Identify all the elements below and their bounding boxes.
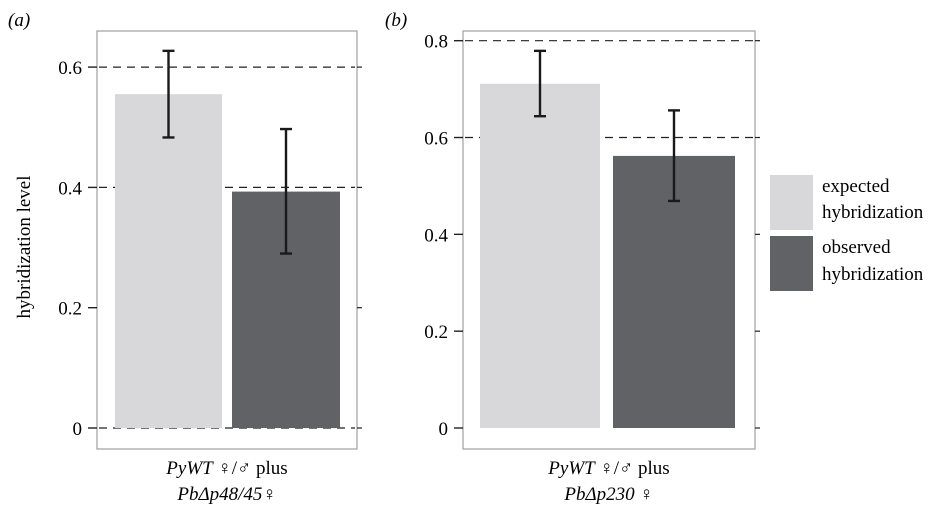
panel-b-xlabel-line2: PbΔp230 ♀ bbox=[563, 484, 653, 505]
panel-a-ytick-label-0: 0 bbox=[73, 419, 83, 440]
panel-b-errorbar-observed bbox=[668, 109, 680, 203]
panel-b-xlabel-line1: PyWT ♀/♂ plus bbox=[547, 458, 669, 479]
panel-b-ytick-label-2: 0.4 bbox=[424, 225, 448, 246]
panel-b: (b) 0 0.2 0.4 0.6 0.8 PyWT ♀/♂ plus PbΔp230 … bbox=[385, 10, 760, 505]
panel-b-ytick-label-4: 0.8 bbox=[424, 32, 448, 53]
panel-b-errorbar-expected bbox=[534, 49, 546, 118]
panel-a-xlabel-line2: PbΔp48/45♀ bbox=[176, 484, 276, 505]
panel-a: (a) hybridization level 0 0.2 0.4 0.6 PyWT … bbox=[8, 10, 362, 505]
panel-a-plot-frame bbox=[96, 30, 358, 450]
panel-a-ytick-label-3: 0.6 bbox=[58, 58, 82, 79]
panel-a-xlabel-line1: PyWT ♀/♂ plus bbox=[165, 458, 287, 479]
panel-b-bar-expected bbox=[480, 83, 600, 429]
panel-a-errorbar-expected bbox=[162, 49, 175, 139]
panel-b-plot-frame bbox=[462, 30, 756, 450]
panel-a-ylabel: hybridization level bbox=[14, 176, 35, 319]
panel-a-ytick-label-1: 0.2 bbox=[58, 299, 82, 320]
panel-a-errorbar-observed bbox=[280, 127, 292, 255]
panel-a-label: (a) bbox=[8, 10, 30, 31]
panel-b-ytick-label-3: 0.6 bbox=[424, 129, 448, 150]
legend-label-observed-line1: observed bbox=[822, 237, 891, 258]
legend-label-expected-line1: expected bbox=[822, 176, 890, 197]
legend-label-observed-line2: hybridization bbox=[822, 264, 924, 285]
panel-b-ytick-label-0: 0 bbox=[439, 419, 449, 440]
panel-b-ytick-label-1: 0.2 bbox=[424, 322, 448, 343]
legend-label-expected-line2: hybridization bbox=[822, 202, 924, 223]
panel-a-ytick-label-2: 0.4 bbox=[58, 178, 82, 199]
panel-b-label: (b) bbox=[385, 10, 407, 31]
legend-swatch-observed bbox=[770, 236, 813, 291]
legend: expected hybridization observed hybridiz… bbox=[770, 175, 924, 291]
legend-swatch-expected bbox=[770, 175, 813, 230]
panel-a-bar-expected bbox=[115, 94, 222, 428]
